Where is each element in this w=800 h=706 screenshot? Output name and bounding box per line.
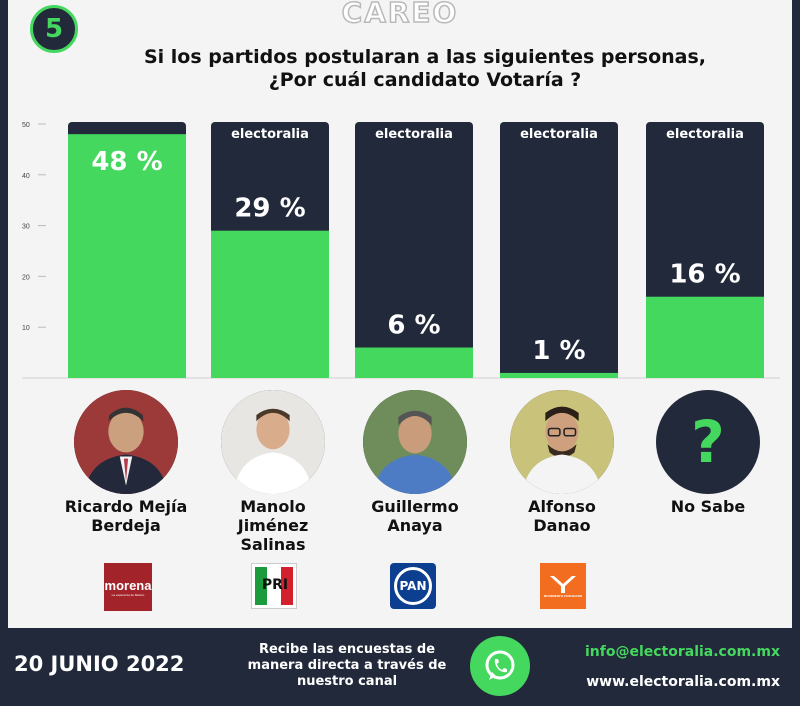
bar-chart-svg: 10 20 30 40 50 48 % electoralia 29 % electoralia… (22, 122, 780, 379)
person-icon (363, 390, 467, 494)
bar (355, 347, 473, 378)
candidate-name-guillermo: Guillermo Anaya (340, 497, 490, 535)
bar (211, 230, 329, 378)
morena-logo-subtext: La esperanza de México (111, 592, 145, 597)
data-label: 29 % (234, 194, 305, 224)
pri-emblem-icon (255, 567, 293, 605)
y-tick-label: 30 (22, 224, 30, 231)
pri-logo: PRI (251, 563, 297, 609)
brand-label: electoralia (231, 127, 309, 142)
data-label: 16 % (669, 260, 740, 290)
pan-logo-ring: PAN (394, 567, 432, 605)
name-line: Jiménez (237, 516, 309, 535)
question-text: Si los partidos postularan a las siguien… (90, 46, 760, 92)
question-number: 5 (44, 14, 64, 44)
eagle-icon (550, 576, 576, 593)
question-line-2: ¿Por cuál candidato Votaría ? (268, 69, 582, 91)
name-line: Manolo (240, 497, 306, 516)
candidate-photo-alfonso (510, 390, 614, 494)
candidate-photo-ricardo (74, 390, 178, 494)
name-line: Anaya (387, 516, 443, 535)
name-line: Guillermo (371, 497, 459, 516)
pri-logo-text: PRI (261, 577, 289, 593)
contact-email[interactable]: info@electoralia.com.mx (584, 644, 780, 660)
bar (646, 296, 764, 378)
footer: 20 JUNIO 2022 Recibe las encuestas de ma… (0, 628, 800, 706)
name-line: Berdeja (91, 516, 161, 535)
whatsapp-icon[interactable] (470, 636, 530, 696)
candidate-photo-manolo (221, 390, 325, 494)
person-icon (510, 390, 614, 494)
contact-website[interactable]: www.electoralia.com.mx (586, 674, 780, 690)
bar-background (355, 122, 473, 378)
channel-text: Recibe las encuestas de manera directa a… (238, 642, 456, 690)
person-icon (74, 390, 178, 494)
y-tick-label: 10 (22, 325, 30, 332)
survey-date: 20 JUNIO 2022 (14, 652, 185, 676)
name-line: Danao (533, 516, 591, 535)
bar-background (500, 122, 618, 378)
data-label: 6 % (387, 311, 440, 341)
bar (68, 134, 186, 378)
y-tick-label: 50 (22, 122, 30, 129)
candidate-name-alfonso: Alfonso Danao (487, 497, 637, 535)
candidate-name-no-sabe: No Sabe (633, 497, 783, 516)
candidate-name-manolo: Manolo Jiménez Salinas (198, 497, 348, 554)
header-title: CAREO (341, 0, 459, 30)
channel-line: Recibe las encuestas de (258, 642, 436, 657)
candidate-photo-guillermo (363, 390, 467, 494)
question-number-badge: 5 (30, 5, 78, 53)
question-mark-symbol: ? (691, 408, 725, 476)
y-tick-label: 20 (22, 274, 30, 281)
pan-logo-text: PAN (399, 579, 427, 593)
name-line: Ricardo Mejía (64, 497, 188, 516)
candidate-name-ricardo: Ricardo Mejía Berdeja (51, 497, 201, 535)
person-icon (221, 390, 325, 494)
y-tick-label: 40 (22, 173, 30, 180)
bar (500, 372, 618, 378)
name-line: No Sabe (670, 497, 746, 516)
channel-line: nuestro canal (296, 674, 398, 689)
name-line: Alfonso (528, 497, 596, 516)
data-label: 1 % (532, 336, 585, 366)
brand-label: electoralia (666, 127, 744, 142)
mc-logo-text: MOVIMIENTO CIUDADANO (543, 594, 583, 598)
brand-label: electoralia (375, 127, 453, 142)
name-line: Salinas (240, 535, 306, 554)
morena-logo-text: morena (104, 577, 152, 593)
bar-chart: 10 20 30 40 50 48 % electoralia 29 % electoralia… (0, 110, 800, 390)
morena-logo: morena La esperanza de México (104, 563, 152, 611)
brand-label: electoralia (520, 127, 598, 142)
question-mark-icon: ? (656, 390, 760, 494)
channel-line: manera directa a través de (247, 658, 447, 673)
movimiento-ciudadano-logo: MOVIMIENTO CIUDADANO (540, 563, 586, 609)
data-label: 48 % (91, 147, 162, 177)
whatsapp-glyph-icon (485, 650, 515, 680)
question-line-1: Si los partidos postularan a las siguien… (143, 46, 707, 68)
pan-logo: PAN (390, 563, 436, 609)
